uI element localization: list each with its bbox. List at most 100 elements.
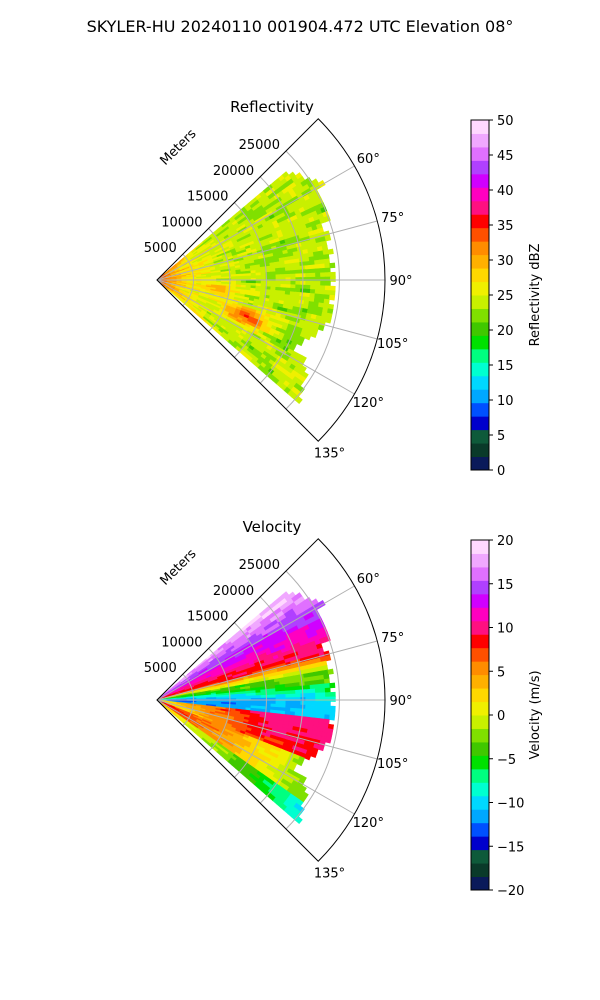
- field-cell: [270, 271, 277, 276]
- field-cell: [319, 259, 326, 265]
- field-cell: [275, 277, 282, 282]
- field-cell: [270, 691, 277, 696]
- field-cell: [320, 701, 326, 707]
- field-cell: [289, 266, 296, 271]
- field-cell: [327, 248, 334, 255]
- field-cell: [245, 275, 252, 279]
- colorbar-tick-label: −5: [497, 753, 516, 768]
- field-cell: [304, 684, 311, 690]
- range-ring-label: 20000: [213, 164, 254, 179]
- field-cell: [319, 263, 326, 269]
- field-cell: [290, 277, 297, 282]
- colorbar-swatch: [471, 755, 489, 770]
- colorbar-tick-label: 20: [497, 324, 514, 339]
- field-cell: [319, 285, 326, 291]
- azimuth-gridline: [156, 699, 355, 815]
- azimuth-gridline: [156, 279, 355, 395]
- field-cell: [325, 701, 331, 707]
- field-cell: [315, 696, 321, 702]
- field-cell: [310, 696, 316, 702]
- colorbar-swatch: [471, 701, 489, 716]
- colorbar-tick-label: 45: [497, 149, 514, 164]
- colorbar-swatch: [471, 173, 489, 188]
- field-cell: [270, 700, 277, 705]
- field-cell: [329, 290, 336, 296]
- field-cell: [295, 277, 302, 282]
- field-cell: [323, 635, 331, 643]
- colorbar-swatch: [471, 268, 489, 283]
- field-cell: [294, 816, 303, 824]
- colorbar-label: Reflectivity dBZ: [528, 244, 543, 347]
- colorbar-swatch: [471, 580, 489, 595]
- field-cell: [270, 694, 277, 699]
- polar-grid: [156, 118, 386, 442]
- azimuth-gridline: [156, 585, 355, 701]
- colorbar: 0 5 10 15 20 25 30 35 40 45 50 Reflectivity dBZ: [470, 114, 543, 479]
- field-cell: [290, 704, 297, 709]
- field-cell: [304, 333, 312, 341]
- field-cell: [309, 289, 316, 295]
- azimuth-gridline: [156, 279, 378, 340]
- field-cell: [305, 688, 311, 694]
- field-cell: [260, 694, 267, 699]
- field-cell: [314, 709, 321, 715]
- velocity-panel: Velocity 5000 10000 15000 20000 25000 60° 75° 9…: [144, 518, 543, 899]
- colorbar-swatch: [471, 809, 489, 824]
- field-cell: [319, 679, 326, 685]
- colorbar-tick-label: −15: [497, 840, 524, 855]
- colorbar-swatch: [471, 863, 489, 878]
- colorbar-swatch: [471, 321, 489, 336]
- field-cell: [330, 696, 336, 702]
- field-cell: [280, 277, 287, 282]
- field-cell: [329, 294, 336, 301]
- field-cell: [314, 705, 321, 711]
- azimuth-tick-label: 105°: [377, 337, 408, 352]
- field-cell: [295, 700, 302, 706]
- field-cell: [319, 267, 326, 274]
- colorbar-tick-label: 0: [497, 464, 505, 479]
- field-cell: [324, 289, 331, 296]
- field-cell: [295, 269, 301, 275]
- field-cell: [275, 280, 282, 285]
- colorbar-swatch: [471, 389, 489, 404]
- colorbar-swatch: [471, 768, 489, 783]
- colorbar-label: Velocity (m/s): [528, 670, 543, 759]
- field-cell: [285, 690, 292, 695]
- field-cell: [324, 737, 332, 744]
- field-cell: [324, 654, 332, 662]
- colorbar-tick-label: −20: [497, 884, 524, 899]
- range-ring-label: 25000: [239, 138, 280, 153]
- colorbar-swatch: [471, 160, 489, 175]
- colorbar-swatch: [471, 674, 489, 689]
- field-cell: [324, 285, 331, 291]
- radial-axis-label: Meters: [158, 126, 200, 168]
- colorbar-tick-label: 10: [497, 394, 514, 409]
- field-cell: [329, 705, 336, 712]
- field-cell: [305, 272, 311, 278]
- azimuth-tick-label: 75°: [381, 211, 404, 226]
- field-cell: [275, 697, 282, 702]
- field-cell: [270, 280, 277, 285]
- field-cell: [280, 274, 287, 279]
- field-cell: [310, 281, 316, 286]
- azimuth-tick-label: 75°: [381, 631, 404, 646]
- colorbar-swatch: [471, 187, 489, 202]
- colorbar-swatch: [471, 254, 489, 269]
- colorbar-swatch: [471, 241, 489, 256]
- range-ring-label: 15000: [187, 610, 228, 625]
- field-cell: [320, 276, 326, 282]
- colorbar-swatch: [471, 429, 489, 444]
- field-cell: [325, 696, 331, 702]
- field-cell: [329, 710, 336, 716]
- azimuth-tick-label: 105°: [377, 757, 408, 772]
- field-cell: [324, 683, 331, 689]
- colorbar-swatch: [471, 849, 489, 864]
- field-cell: [305, 268, 311, 274]
- colorbar-swatch: [471, 715, 489, 729]
- field-cell: [285, 273, 292, 279]
- field-cell: [325, 281, 331, 287]
- field-cell: [324, 267, 331, 273]
- colorbar-swatch: [471, 607, 489, 622]
- field-cell: [295, 704, 301, 710]
